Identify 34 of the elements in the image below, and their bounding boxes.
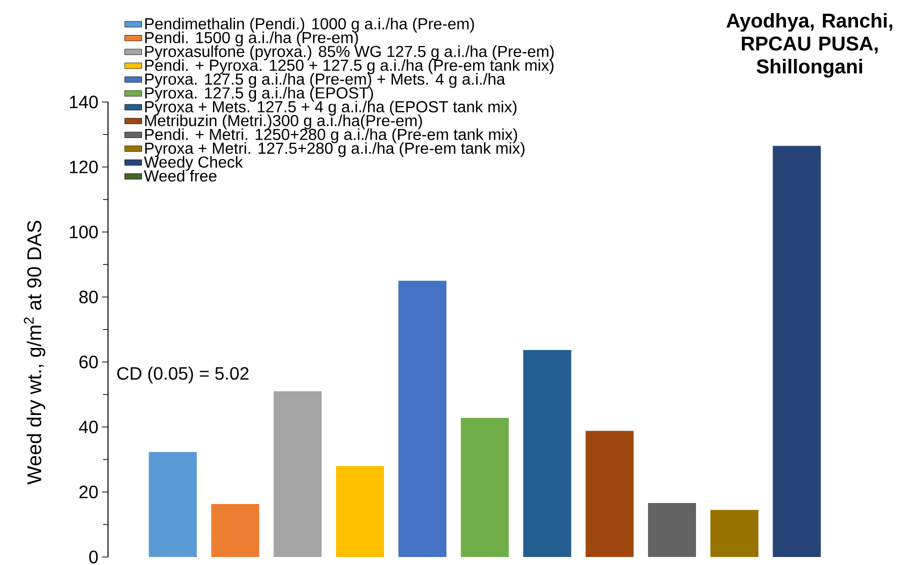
legend-label: Pendimethalin (Pendi.) 1000 g a.i./ha (Pre-em)	[145, 18, 474, 33]
y-tick-label: 60	[79, 356, 98, 368]
y-tick-label: 140	[70, 96, 98, 108]
bar	[648, 503, 696, 557]
y-tick-label: 120	[70, 160, 98, 174]
legend-label: Pyroxasulfone (pyroxa.) 85% WG 127.5 g a.i./ha (Pre-em)	[145, 45, 554, 60]
annotation: CD (0.05) = 5.02	[117, 366, 249, 384]
bar	[211, 504, 260, 557]
bar	[586, 430, 634, 557]
legend-label: Metribuzin (Metri.)300 g a.i./ha(Pre-em)	[145, 114, 422, 130]
legend-label: Pendi. + Metri. 1250+280 g a.i./ha (Pre-em tank mix)	[145, 128, 518, 144]
bar	[336, 466, 384, 557]
legend-label: Pyroxa + Metri. 127.5+280 g a.i./ha (Pre-em tank mix)	[145, 142, 524, 158]
bar	[710, 510, 758, 557]
y-tick-label: 20	[79, 486, 98, 498]
legend-label: Pyroxa. 127.5 g a.i./ha (Pre-em) + Mets. 4 g a.i./ha	[145, 73, 506, 88]
legend-label: Pendi. 1500 g a.i./ha (Pre-em)	[145, 32, 358, 46]
y-tick-label: 0	[89, 550, 98, 564]
bar	[772, 146, 821, 557]
y-axis-title: Weed dry wt., g/m$^{2}$ at 90 DAS	[24, 220, 46, 485]
legend-label: Pyroxa + Mets. 127.5 + 4 g a.i./ha (EPOST tank mix)	[145, 100, 516, 116]
legend-label: Weed free	[144, 170, 216, 182]
bar	[523, 350, 572, 557]
bar	[398, 280, 446, 557]
bar	[274, 391, 322, 557]
legend-label: Pendi. + Pyroxa. 1250 + 127.5 g a.i./ha (Pre-em tank mix)	[145, 59, 554, 74]
bar	[148, 452, 197, 557]
y-tick-label: 100	[70, 226, 98, 238]
bar	[460, 418, 509, 557]
chart-title: Ayodhya, Ranchi, RPCAU PUSA, Shillongani	[726, 13, 892, 78]
legend-label: Weedy Check	[144, 156, 243, 171]
y-tick-label: 40	[78, 420, 98, 434]
legend-label: Pyroxa. 127.5 g a.i./ha (EPOST)	[145, 86, 373, 102]
y-tick-label: 80	[79, 290, 98, 304]
